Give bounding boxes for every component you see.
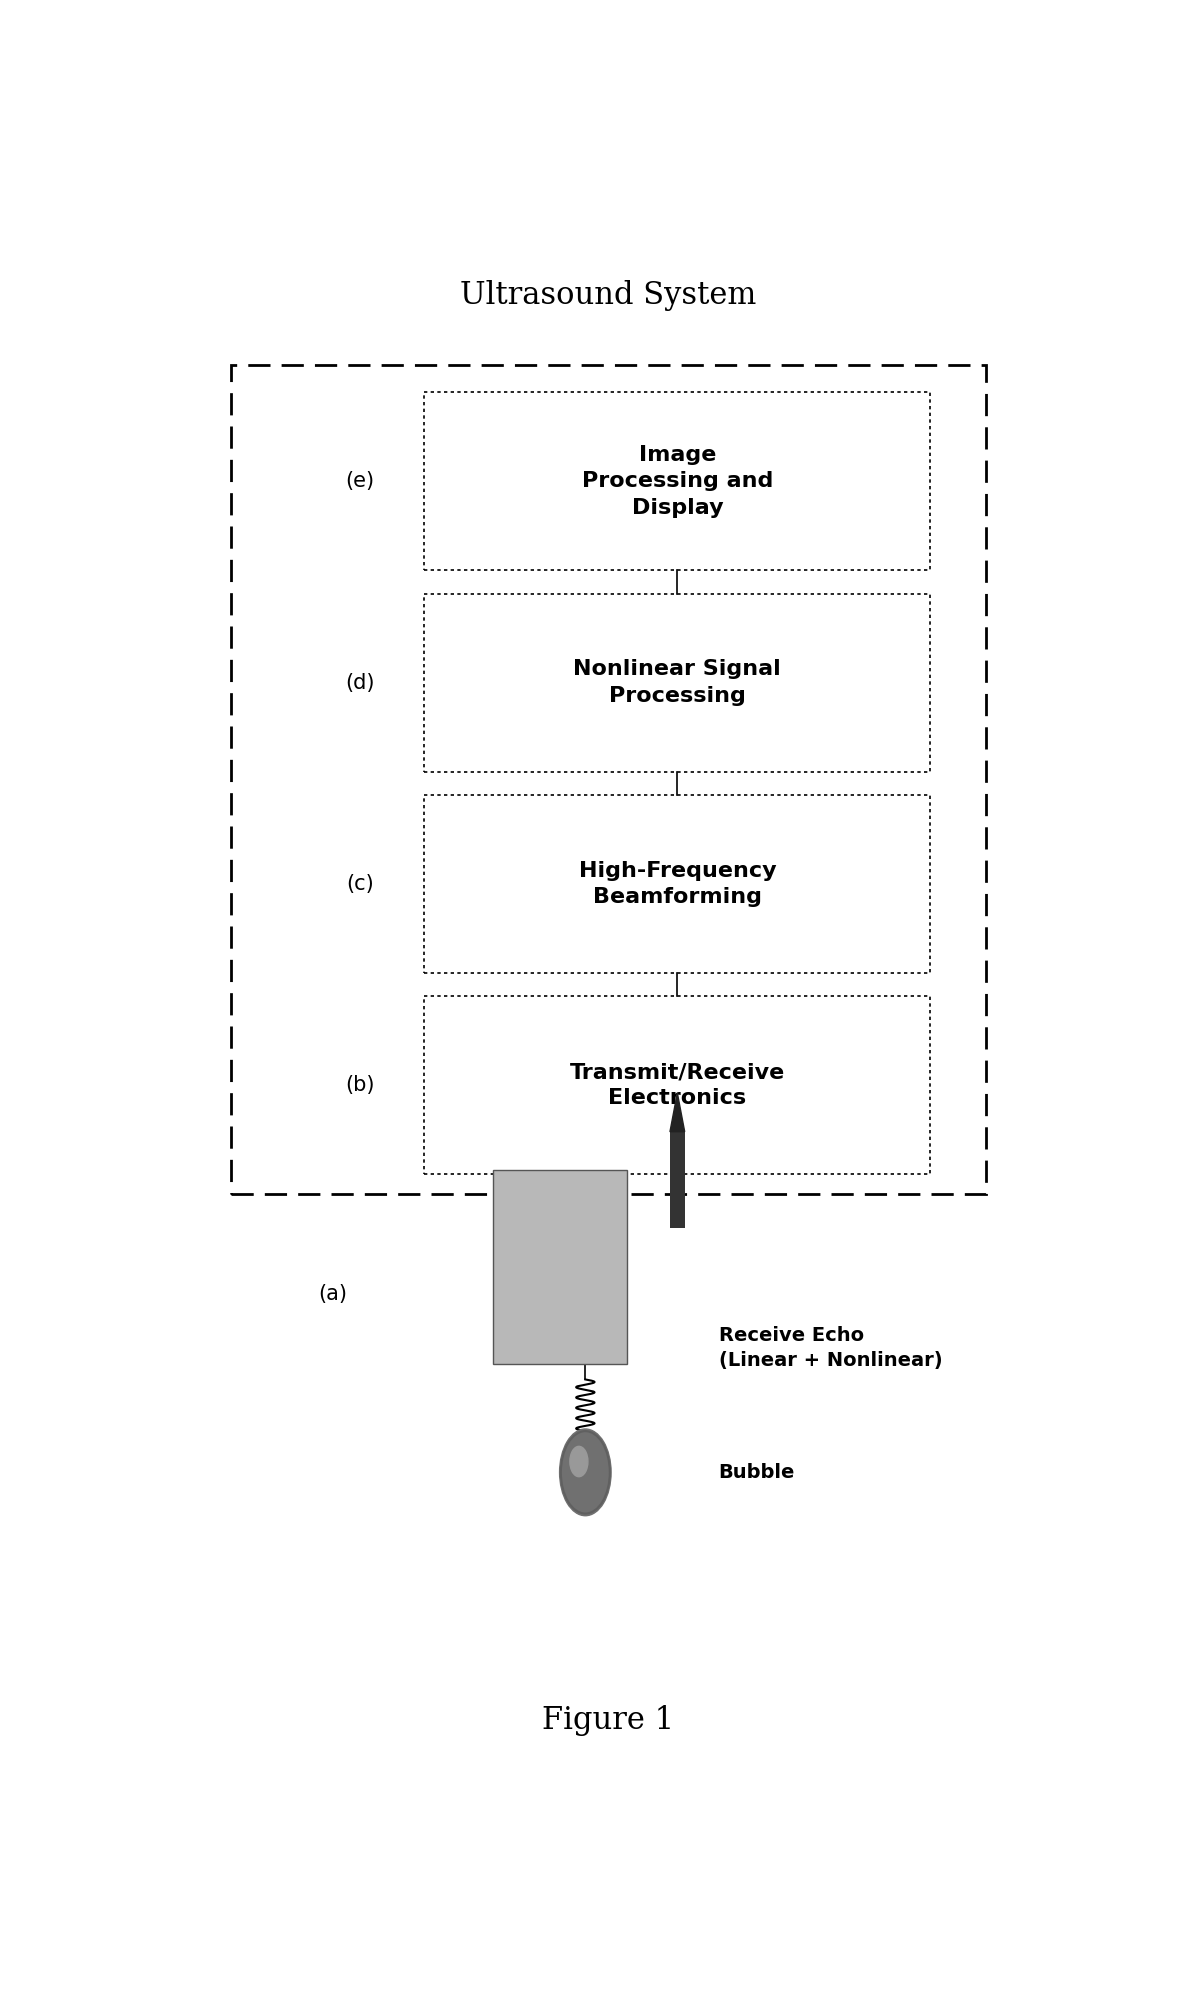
Text: (d): (d) bbox=[345, 672, 375, 692]
Bar bbox=[424, 392, 931, 571]
Text: Nonlinear Signal
Processing: Nonlinear Signal Processing bbox=[573, 660, 781, 706]
Text: Receive Echo
(Linear + Nonlinear): Receive Echo (Linear + Nonlinear) bbox=[718, 1327, 942, 1369]
Text: Ultrasound System: Ultrasound System bbox=[461, 280, 756, 312]
Bar bbox=[231, 366, 985, 1195]
Polygon shape bbox=[640, 1237, 715, 1345]
Bar bbox=[494, 1170, 627, 1363]
Circle shape bbox=[659, 1267, 681, 1303]
Text: (e): (e) bbox=[345, 471, 375, 491]
Bar bbox=[669, 1132, 685, 1229]
Text: (c): (c) bbox=[347, 875, 374, 895]
Text: Transmit/Receive
Electronics: Transmit/Receive Electronics bbox=[570, 1062, 785, 1108]
Circle shape bbox=[570, 1446, 588, 1476]
Text: (b): (b) bbox=[345, 1076, 375, 1096]
Text: High-Frequency
Beamforming: High-Frequency Beamforming bbox=[578, 861, 776, 907]
Bar bbox=[424, 794, 931, 973]
Text: (a): (a) bbox=[318, 1285, 347, 1305]
Text: Bubble: Bubble bbox=[718, 1462, 795, 1482]
Bar bbox=[424, 593, 931, 772]
Text: Image
Processing and
Display: Image Processing and Display bbox=[582, 444, 773, 517]
Circle shape bbox=[559, 1430, 611, 1516]
Text: Figure 1: Figure 1 bbox=[542, 1705, 674, 1735]
Polygon shape bbox=[669, 1094, 685, 1132]
Bar bbox=[424, 995, 931, 1174]
